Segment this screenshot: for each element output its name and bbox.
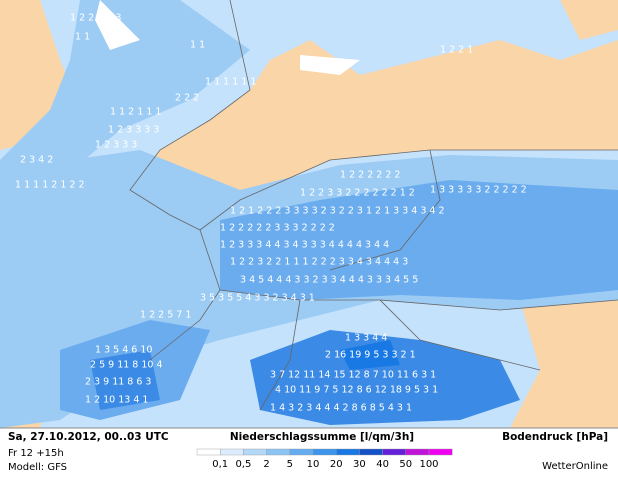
precip-label: 1 2 1 2 2 2 3 3 3 3 2 3 2 2 3 1 2 1 3 3 … xyxy=(230,206,445,217)
precip-label: 1 2 2 2 2 2 3 3 3 2 2 2 2 xyxy=(220,223,335,234)
borders xyxy=(129,0,618,411)
precip-label: 1 2 2 2 2 2 2 xyxy=(340,170,400,181)
precip-label: 1 3 5 4 6 10 xyxy=(95,345,152,356)
precip-label: 2 16 19 9 5 3 3 2 1 xyxy=(325,350,416,361)
precip-label: 3 5 3 5 5 4 3 3 2 3 4 3 1 xyxy=(200,293,315,304)
land-north xyxy=(130,40,618,230)
legend-swatch xyxy=(196,448,221,456)
legend-swatch xyxy=(405,448,430,456)
precip-label: 1 2 3 3 3 4 4 3 4 3 3 3 4 4 4 4 3 4 4 xyxy=(220,240,389,251)
precip-label: 1 2 2 1 xyxy=(440,45,473,56)
precip-label: 1 2 3 3 3 xyxy=(95,140,137,151)
legend-swatch xyxy=(219,448,244,456)
legend-label: 50 xyxy=(399,459,412,470)
legend-label: 20 xyxy=(330,459,343,470)
legend-label: 100 xyxy=(419,459,438,470)
legend-swatch xyxy=(243,448,267,456)
precip-label: 2 3 9 11 8 6 3 xyxy=(85,377,151,388)
land-southeast xyxy=(510,290,618,428)
legend-swatch xyxy=(266,448,291,456)
pressure: Bodendruck [hPa] xyxy=(502,431,608,443)
legend-label: 0,1 xyxy=(212,459,228,470)
legend-title: Niederschlagssumme [l/qm/3h] xyxy=(230,431,414,443)
precip-label: 1 2 2 3 3 2 2 2 2 2 2 1 2 xyxy=(300,188,415,199)
no-precip xyxy=(95,0,360,75)
legend-swatch xyxy=(336,448,360,456)
precip-label: 2 2 2 xyxy=(175,93,199,104)
legend-swatch xyxy=(428,448,453,456)
legend-label: 10 xyxy=(307,459,320,470)
precip-band xyxy=(250,330,520,425)
precip-label: 1 2 2 1 2 3 xyxy=(70,13,121,24)
legend-label: 40 xyxy=(376,459,389,470)
date: Sa, 27.10.2012, 00..03 UTC xyxy=(8,431,169,443)
land-northeast xyxy=(560,0,618,40)
precip-core xyxy=(340,340,400,370)
legend-swatch xyxy=(382,448,407,456)
legend-label: 0,5 xyxy=(235,459,251,470)
precip-label: 1 3 3 4 4 xyxy=(345,333,387,344)
precip-label: 1 2 3 3 3 3 xyxy=(108,125,159,136)
precip-label: 3 4 5 4 4 4 3 3 2 3 3 4 4 4 3 3 3 4 5 5 xyxy=(240,275,418,286)
legend-swatch xyxy=(289,448,314,456)
legend-swatch xyxy=(312,448,337,456)
model: Modell: GFS xyxy=(8,462,67,473)
brand: WetterOnline xyxy=(542,461,608,472)
precip-label: 2 5 9 11 8 10 4 xyxy=(90,360,163,371)
legend-swatch xyxy=(359,448,383,456)
precip-label: 1 2 2 5 7 1 xyxy=(140,310,191,321)
legend-label: 30 xyxy=(353,459,366,470)
precip-label: 1 4 3 2 3 4 4 4 2 8 6 8 5 4 3 1 xyxy=(270,403,412,414)
precip-label: 1 1 xyxy=(75,32,90,43)
precip-label: 3 7 12 11 14 15 12 8 7 10 11 6 3 1 xyxy=(270,370,436,381)
precip-label: 1 3 3 3 3 3 2 2 2 2 2 xyxy=(430,185,527,196)
precip-label: 1 2 10 13 4 1 xyxy=(85,395,148,406)
precip-band xyxy=(90,350,160,410)
legend-label: 5 xyxy=(287,459,293,470)
precip-label: 1 1 xyxy=(190,40,205,51)
precip-label: 1 1 1 1 1 1 xyxy=(205,77,256,88)
legend-label: 2 xyxy=(263,459,269,470)
precip-label: 1 1 1 1 2 1 2 2 xyxy=(15,180,85,191)
precip-label: 4 10 11 9 7 5 12 8 6 12 18 9 5 3 1 xyxy=(275,385,438,396)
precip-band xyxy=(220,180,618,300)
precip-label: 1 1 2 1 1 1 xyxy=(110,107,161,118)
run: Fr 12 +15h xyxy=(8,448,64,459)
precip-label: 2 3 4 2 xyxy=(20,155,53,166)
precip-band xyxy=(0,0,250,210)
precip-label: 1 2 2 3 2 2 1 1 1 2 2 2 3 3 4 3 4 4 4 3 xyxy=(230,257,408,268)
